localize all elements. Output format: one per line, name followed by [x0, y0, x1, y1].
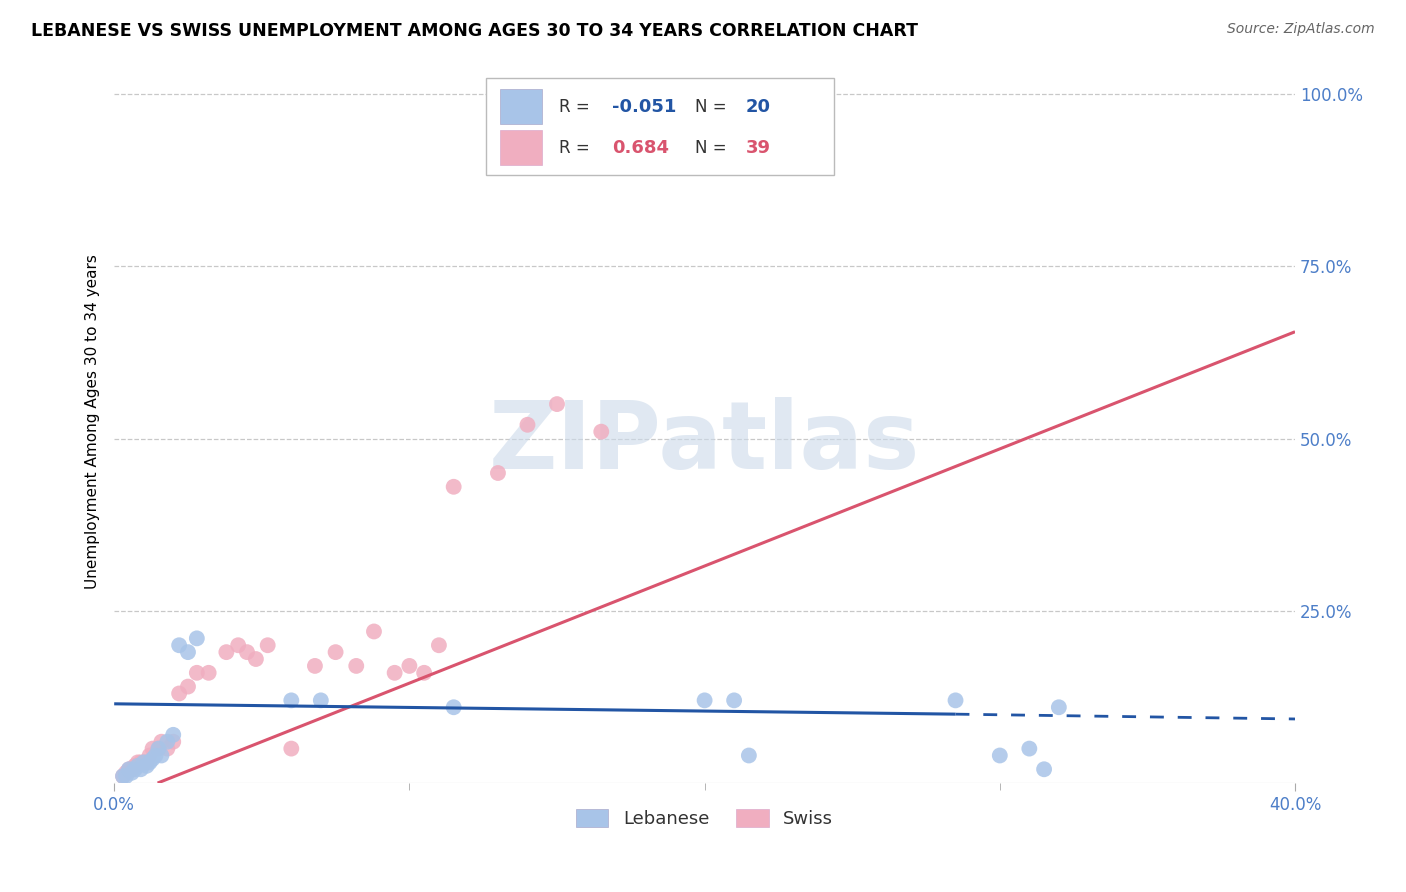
Point — [738, 748, 761, 763]
Point — [148, 741, 170, 756]
Point — [516, 417, 538, 432]
Point — [215, 645, 238, 659]
Point — [280, 741, 302, 756]
Point — [129, 756, 152, 770]
Point — [398, 659, 420, 673]
Point — [226, 638, 249, 652]
Text: -0.051: -0.051 — [613, 97, 676, 116]
Point — [256, 638, 278, 652]
Point — [121, 765, 143, 780]
Text: R =: R = — [560, 139, 595, 157]
Point — [112, 769, 135, 783]
Point — [591, 425, 613, 439]
FancyBboxPatch shape — [486, 78, 835, 176]
Point — [124, 759, 146, 773]
Text: N =: N = — [695, 97, 733, 116]
Point — [124, 762, 146, 776]
Point — [325, 645, 347, 659]
Point — [309, 693, 332, 707]
Text: LEBANESE VS SWISS UNEMPLOYMENT AMONG AGES 30 TO 34 YEARS CORRELATION CHART: LEBANESE VS SWISS UNEMPLOYMENT AMONG AGE… — [31, 22, 918, 40]
Point — [723, 693, 745, 707]
Point — [156, 741, 179, 756]
Point — [115, 765, 138, 780]
Point — [693, 693, 716, 707]
Text: N =: N = — [695, 139, 733, 157]
Point — [167, 686, 190, 700]
Point — [186, 665, 208, 680]
Point — [486, 466, 509, 480]
Point — [142, 752, 165, 766]
Point — [1018, 741, 1040, 756]
Point — [127, 759, 149, 773]
Point — [945, 693, 967, 707]
Point — [797, 87, 820, 101]
Point — [129, 762, 152, 776]
Point — [245, 652, 267, 666]
FancyBboxPatch shape — [501, 130, 541, 165]
Point — [156, 735, 179, 749]
Point — [236, 645, 259, 659]
Point — [162, 728, 184, 742]
Point — [177, 680, 200, 694]
Point — [427, 638, 450, 652]
Point — [118, 762, 141, 776]
Point — [443, 480, 465, 494]
Point — [138, 756, 160, 770]
Text: 0.684: 0.684 — [613, 139, 669, 157]
Point — [150, 748, 173, 763]
Point — [167, 638, 190, 652]
Point — [186, 632, 208, 646]
Point — [384, 665, 406, 680]
Text: R =: R = — [560, 97, 595, 116]
Point — [162, 735, 184, 749]
Text: Source: ZipAtlas.com: Source: ZipAtlas.com — [1227, 22, 1375, 37]
Text: ZIPatlas: ZIPatlas — [489, 397, 921, 489]
Point — [988, 748, 1011, 763]
Point — [546, 397, 568, 411]
Text: 20: 20 — [747, 97, 770, 116]
Point — [413, 665, 436, 680]
Point — [135, 759, 157, 773]
Point — [135, 756, 157, 770]
Point — [197, 665, 219, 680]
FancyBboxPatch shape — [501, 89, 541, 124]
Point — [280, 693, 302, 707]
Point — [148, 741, 170, 756]
Point — [115, 769, 138, 783]
Point — [112, 769, 135, 783]
Point — [142, 741, 165, 756]
Legend: Lebanese, Swiss: Lebanese, Swiss — [568, 802, 841, 836]
Point — [304, 659, 326, 673]
Point — [145, 748, 167, 763]
Y-axis label: Unemployment Among Ages 30 to 34 years: Unemployment Among Ages 30 to 34 years — [86, 254, 100, 589]
Point — [443, 700, 465, 714]
Text: 39: 39 — [747, 139, 770, 157]
Point — [363, 624, 385, 639]
Point — [118, 762, 141, 776]
Point — [132, 756, 155, 770]
Point — [127, 756, 149, 770]
Point — [1047, 700, 1070, 714]
Point — [132, 756, 155, 770]
Point — [344, 659, 367, 673]
Point — [121, 762, 143, 776]
Point — [177, 645, 200, 659]
Point — [1033, 762, 1056, 776]
Point — [138, 748, 160, 763]
Point — [150, 735, 173, 749]
